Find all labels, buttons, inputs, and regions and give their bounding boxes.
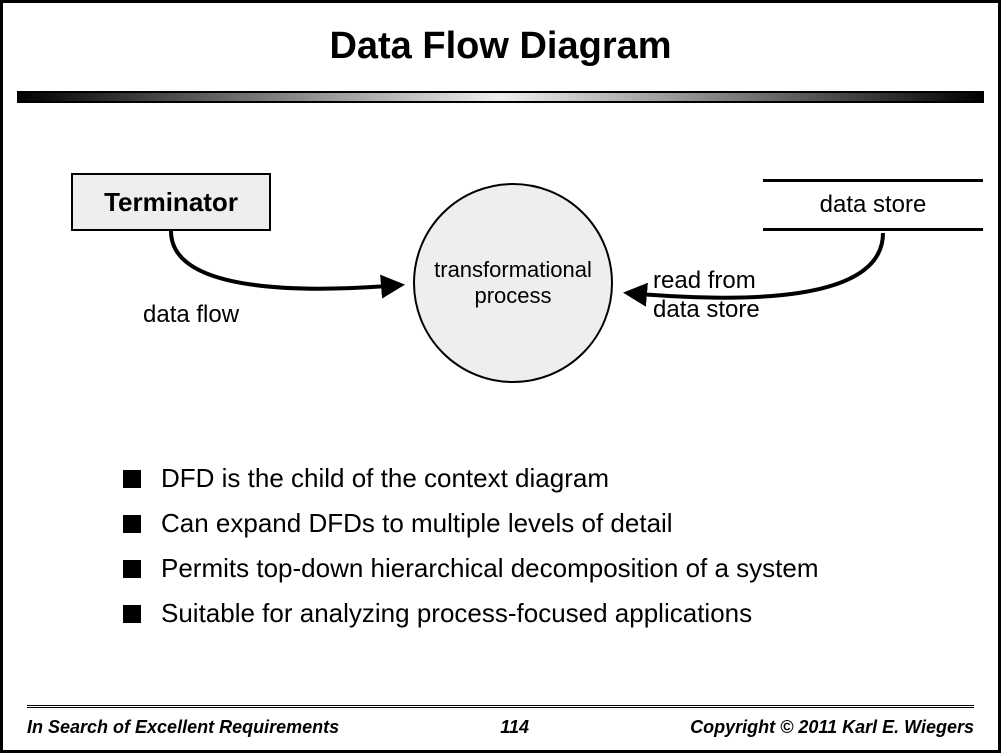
bullet-icon [123,560,141,578]
bullet-item: Permits top-down hierarchical decomposit… [123,553,819,584]
footer: In Search of Excellent Requirements 114 … [27,717,974,738]
bullet-icon [123,470,141,488]
bullet-icon [123,605,141,623]
bullet-text: Can expand DFDs to multiple levels of de… [161,508,673,539]
datastore-label: data store [820,191,927,219]
bullet-text: Suitable for analyzing process-focused a… [161,598,752,629]
bullet-text: DFD is the child of the context diagram [161,463,609,494]
footer-center: 114 [500,717,529,738]
bullet-icon [123,515,141,533]
bullet-item: Can expand DFDs to multiple levels of de… [123,508,819,539]
terminator-node: Terminator [71,173,271,231]
process-node: transformational process [413,183,613,383]
bullet-text: Permits top-down hierarchical decomposit… [161,553,819,584]
slide: Data Flow Diagram Terminator transformat… [0,0,1001,753]
bullet-list: DFD is the child of the context diagram … [123,463,819,643]
footer-right: Copyright © 2011 Karl E. Wiegers [690,717,974,738]
dataflow-arrow [171,231,401,289]
process-label: transformational process [434,257,592,310]
terminator-label: Terminator [104,187,238,218]
dataflow-label: data flow [143,301,239,329]
readstore-label: read from data store [653,267,760,325]
bullet-item: Suitable for analyzing process-focused a… [123,598,819,629]
footer-left: In Search of Excellent Requirements [27,717,339,738]
divider-bar [17,91,984,103]
slide-title: Data Flow Diagram [3,25,998,68]
datastore-node: data store [763,179,983,231]
footer-rule [27,705,974,708]
bullet-item: DFD is the child of the context diagram [123,463,819,494]
